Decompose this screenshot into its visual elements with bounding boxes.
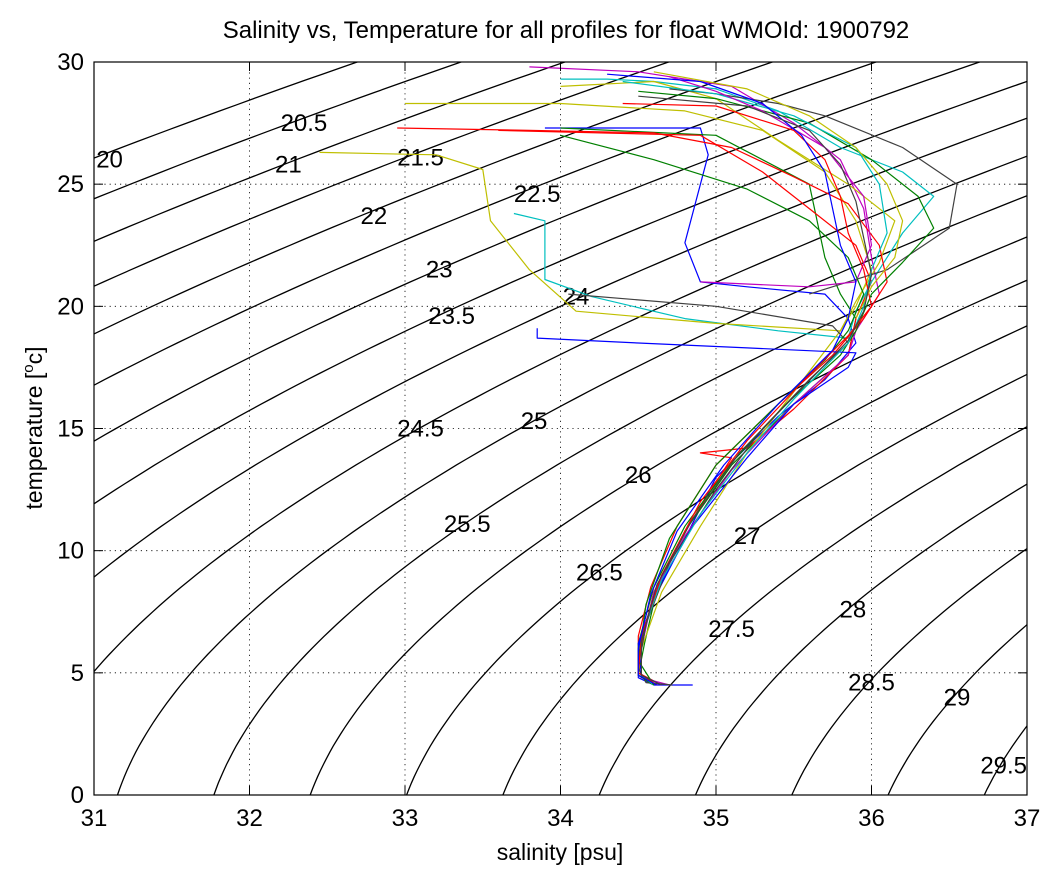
isopycnal-label: 26.5 [576,560,623,587]
axis-ticks: 31 32 33 34 35 36 37 0 5 10 15 20 25 30 [57,49,1040,832]
isopycnal-label: 22 [361,203,388,230]
x-tick-label: 37 [1014,805,1041,832]
y-tick-label: 5 [71,660,84,687]
isopycnal-label: 23 [426,257,453,284]
isopycnal-29 [887,623,1027,795]
isopycnal-label: 27 [734,523,761,550]
isopycnal-label: 26 [625,462,652,489]
x-tick-label: 34 [547,805,574,832]
x-tick-label: 35 [703,805,730,832]
isopycnal-label: 20 [96,147,123,174]
y-tick-label: 0 [71,782,84,809]
isopycnal-26.5 [405,325,1027,795]
y-tick-label: 30 [57,49,84,76]
y-tick-label: 20 [57,293,84,320]
isopycnal-label: 29 [944,684,971,711]
profile-lines [319,66,958,686]
isopycnal-label: 21 [275,152,302,179]
x-tick-label: 33 [392,805,419,832]
plot-background [94,62,1027,795]
isopycnal-27 [502,373,1027,795]
isopycnal-label: 28 [839,596,866,623]
isopycnal-label: 25 [521,408,548,435]
y-axis-label: temperature [oc] [20,346,47,509]
isopycnal-23 [94,62,982,442]
isopycnal-label: 25.5 [444,511,491,538]
profile-line-19 [638,95,873,686]
isopycnal-25 [116,195,1027,795]
y-tick-label: 15 [57,416,84,443]
isopycnal-label: 20.5 [281,110,328,137]
isopycnal-25.5 [213,236,1027,795]
profile-line-8 [568,293,849,686]
x-tick-label: 32 [236,805,263,832]
y-tick-label: 10 [57,538,84,565]
isopycnal-label: 23.5 [428,303,475,330]
isopycnal-label: 29.5 [980,753,1027,780]
isopycnal-20.5 [94,62,463,200]
x-tick-label: 36 [858,805,885,832]
x-axis-label: salinity [psu] [497,839,624,865]
isopycnal-lines [94,62,1027,795]
isopycnal-22 [94,62,775,335]
isopycnal-label: 21.5 [397,144,444,171]
isopycnal-28 [694,483,1027,795]
isopycnal-22.5 [94,62,878,386]
isopycnal-24.5 [94,155,1027,673]
isopycnal-26 [309,279,1027,795]
isopycnal-label: 28.5 [848,670,895,697]
profile-line-18 [653,71,904,319]
profile-line-15 [560,134,865,686]
isopycnal-28.5 [791,547,1027,795]
chart-title: Salinity vs, Temperature for all profile… [223,17,910,44]
profile-line-17 [607,73,857,686]
y-tick-label: 25 [57,171,84,198]
x-tick-label: 31 [81,805,108,832]
profile-line-12 [536,328,857,686]
isopycnal-21.5 [94,62,671,287]
isopycnal-label: 22.5 [514,181,561,208]
isopycnal-label: 24.5 [397,416,444,443]
isopycnal-21 [94,62,567,243]
profile-line-14 [669,76,873,288]
isopycnal-23.5 [94,80,1027,505]
isopycnal-label: 27.5 [708,616,755,643]
